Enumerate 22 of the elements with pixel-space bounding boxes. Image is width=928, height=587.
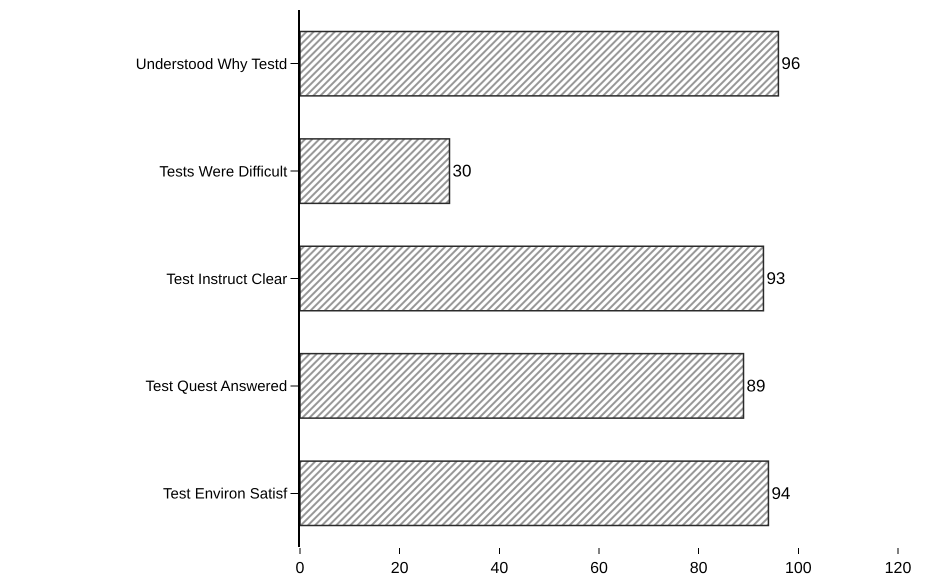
x-tick-label: 40 — [490, 560, 508, 578]
y-tick-label: Understood Why Testd — [136, 56, 288, 73]
x-tick-label: 120 — [884, 560, 912, 578]
x-tick-label: 0 — [296, 560, 305, 578]
data-label: 94 — [771, 484, 790, 503]
y-tick-label: Test Environ Satisf — [163, 486, 288, 503]
x-tick-label: 100 — [784, 560, 812, 578]
bar — [300, 138, 450, 204]
x-tick-label: 80 — [690, 560, 708, 578]
x-tick-label: 20 — [390, 560, 409, 578]
y-tick-label: Test Instruct Clear — [166, 270, 288, 288]
data-label: 96 — [781, 54, 800, 74]
data-label: 93 — [766, 269, 786, 288]
x-tick-label: 60 — [590, 560, 608, 578]
bar — [300, 352, 744, 419]
bar — [300, 246, 764, 312]
data-label: 30 — [452, 162, 472, 181]
y-tick-label: Tests Were Difficult — [159, 163, 288, 180]
data-label: 89 — [746, 376, 766, 396]
bar — [300, 30, 780, 97]
bar — [300, 460, 770, 526]
y-tick-label: Test Quest Answered — [146, 378, 288, 396]
